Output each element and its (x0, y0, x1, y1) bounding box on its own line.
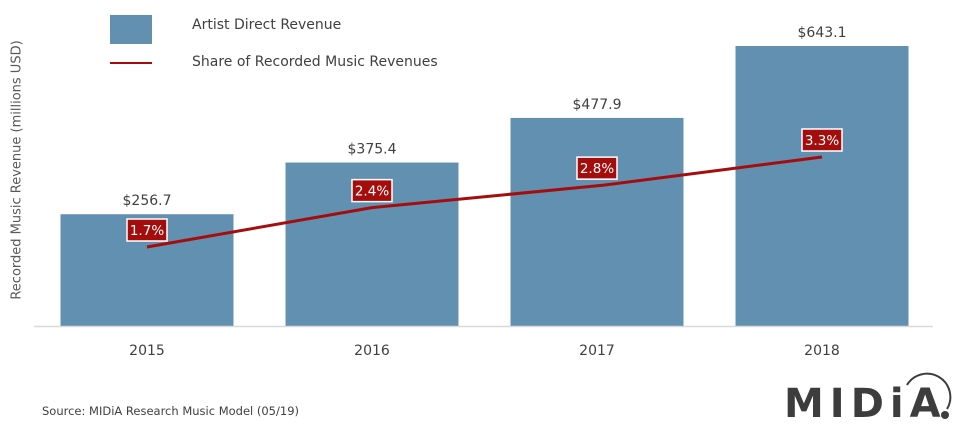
line-value-label: 2.4% (355, 184, 389, 200)
legend-swatch-bar (110, 15, 152, 44)
bar-value-label: $256.7 (123, 193, 172, 209)
line-label-box (576, 156, 618, 180)
legend-label-bar: Artist Direct Revenue (192, 17, 342, 33)
line-label-box (351, 178, 393, 203)
legend-swatch-line (110, 62, 152, 64)
bar-value-label: $477.9 (573, 97, 622, 113)
line-label-box (801, 128, 843, 152)
bar-value-label: $375.4 (348, 142, 397, 158)
bar-2018 (735, 46, 909, 326)
bar-value-label: $643.1 (798, 25, 847, 41)
x-tick-label: 2016 (354, 343, 390, 359)
line-label-box (126, 218, 168, 242)
line-data-label: 1.7% (126, 218, 168, 242)
x-tick-label: 2015 (129, 343, 165, 359)
x-tick-label: 2017 (579, 343, 615, 359)
share-line (146, 155, 823, 249)
x-tick-label: 2018 (804, 343, 840, 359)
legend-label-line: Share of Recorded Music Revenues (192, 54, 438, 70)
line-data-label: 2.8% (576, 156, 618, 180)
line-value-label: 1.7% (130, 223, 164, 239)
source-note: Source: MIDiA Research Music Model (05/1… (42, 404, 299, 418)
bar-2017 (510, 117, 684, 326)
line-data-label: 2.4% (351, 178, 393, 203)
line-value-label: 2.8% (580, 161, 614, 177)
midia-logo: MIDiA (784, 372, 952, 421)
logo-text: MIDiA (784, 381, 947, 421)
line-data-label: 3.3% (801, 128, 843, 152)
line-value-label: 3.3% (805, 133, 839, 149)
